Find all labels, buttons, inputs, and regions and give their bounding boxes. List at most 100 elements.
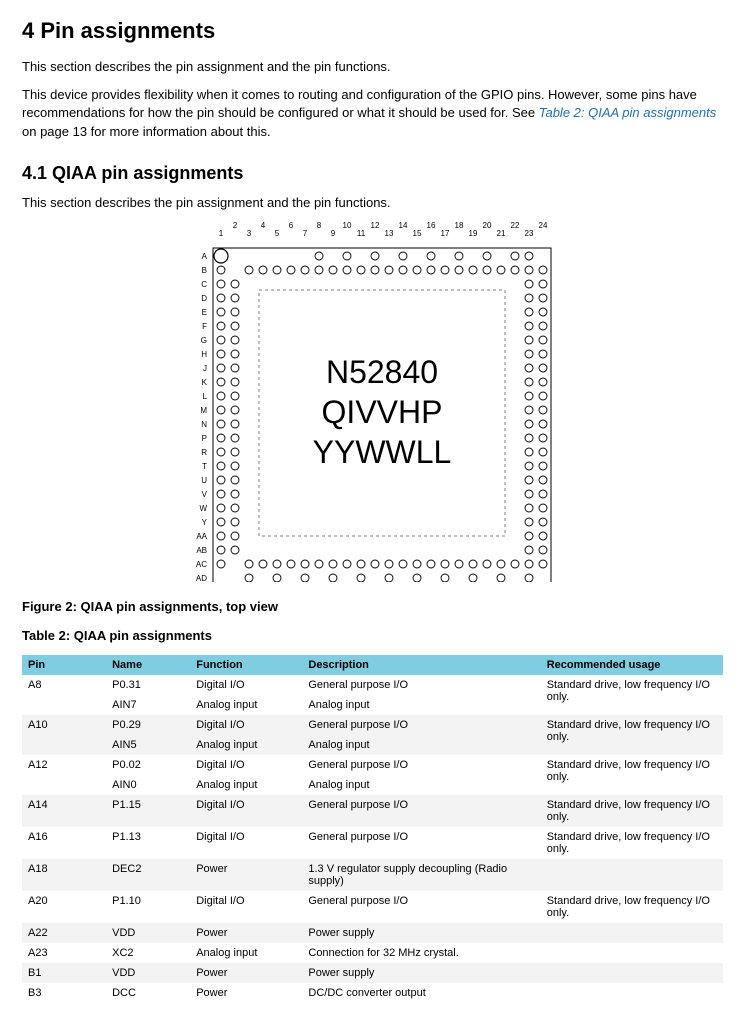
svg-text:N52840: N52840	[325, 354, 437, 390]
intro-paragraph-2: This device provides flexibility when it…	[22, 86, 723, 141]
svg-text:16: 16	[426, 222, 435, 230]
svg-text:V: V	[201, 490, 207, 499]
table-caption: Table 2: QIAA pin assignments	[22, 628, 723, 643]
table-cell: Power supply	[302, 963, 540, 983]
table-cell: Digital I/O	[190, 795, 302, 827]
table-cell: Analog input	[190, 735, 302, 755]
svg-text:10: 10	[342, 222, 351, 230]
svg-text:11: 11	[356, 229, 365, 238]
svg-text:L: L	[202, 392, 207, 401]
table-cell: A14	[22, 795, 106, 827]
svg-text:6: 6	[288, 222, 293, 230]
table-cell: Analog input	[302, 775, 540, 795]
table-cell	[541, 923, 723, 943]
table-cell: General purpose I/O	[302, 715, 540, 735]
svg-text:AB: AB	[196, 546, 207, 555]
svg-text:U: U	[201, 476, 207, 485]
table-cell: Digital I/O	[190, 675, 302, 695]
table-row: B1VDDPowerPower supply	[22, 963, 723, 983]
svg-text:12: 12	[370, 222, 379, 230]
svg-text:A: A	[201, 252, 207, 261]
table-cell: Standard drive, low frequency I/O only.	[541, 891, 723, 923]
table-cell: A23	[22, 943, 106, 963]
table-cell	[22, 735, 106, 755]
table-header-cell: Pin	[22, 655, 106, 675]
table-cell	[541, 943, 723, 963]
table-cell	[22, 695, 106, 715]
table-cell	[22, 775, 106, 795]
table-cell: Standard drive, low frequency I/O only.	[541, 675, 723, 715]
table-cell	[541, 963, 723, 983]
svg-text:22: 22	[510, 222, 519, 230]
table-row: A14P1.15Digital I/OGeneral purpose I/OSt…	[22, 795, 723, 827]
table-cell: Standard drive, low frequency I/O only.	[541, 795, 723, 827]
table-cell: B1	[22, 963, 106, 983]
table-cell: Standard drive, low frequency I/O only.	[541, 755, 723, 795]
table-cell: Standard drive, low frequency I/O only.	[541, 715, 723, 755]
table-cell: DEC2	[106, 859, 190, 891]
svg-text:20: 20	[482, 222, 491, 230]
table-cell	[541, 859, 723, 891]
chip-diagram: 123456789101112131415161718192021222324A…	[22, 222, 723, 585]
svg-text:1: 1	[218, 229, 223, 238]
table-cell: Connection for 32 MHz crystal.	[302, 943, 540, 963]
table-header-cell: Name	[106, 655, 190, 675]
table-cell: A18	[22, 859, 106, 891]
table-cell: Power	[190, 859, 302, 891]
svg-text:7: 7	[302, 229, 307, 238]
table-cell: AIN0	[106, 775, 190, 795]
table-row: A8P0.31Digital I/OGeneral purpose I/OSta…	[22, 675, 723, 695]
subsection-paragraph: This section describes the pin assignmen…	[22, 194, 723, 212]
svg-text:H: H	[201, 350, 207, 359]
table-cell: P1.15	[106, 795, 190, 827]
table-cell: Power supply	[302, 923, 540, 943]
table-cell: Digital I/O	[190, 827, 302, 859]
table-cell: Analog input	[190, 943, 302, 963]
svg-text:2: 2	[232, 222, 237, 230]
table2-link[interactable]: Table 2: QIAA pin assignments	[539, 105, 717, 120]
table-cell: Digital I/O	[190, 755, 302, 775]
svg-text:QIVVHP: QIVVHP	[321, 394, 442, 430]
table-cell: Digital I/O	[190, 715, 302, 735]
svg-text:J: J	[203, 364, 207, 373]
table-cell: B3	[22, 983, 106, 1003]
table-cell: DCC	[106, 983, 190, 1003]
table-cell: Analog input	[190, 695, 302, 715]
table-cell: P1.10	[106, 891, 190, 923]
table-cell: Power	[190, 983, 302, 1003]
table-header-cell: Recommended usage	[541, 655, 723, 675]
table-cell: Digital I/O	[190, 891, 302, 923]
table-row: A18DEC2Power1.3 V regulator supply decou…	[22, 859, 723, 891]
svg-text:E: E	[201, 308, 206, 317]
table-header-cell: Description	[302, 655, 540, 675]
svg-text:W: W	[199, 504, 207, 513]
table-header-cell: Function	[190, 655, 302, 675]
svg-text:14: 14	[398, 222, 407, 230]
table-cell: VDD	[106, 963, 190, 983]
svg-text:P: P	[201, 434, 206, 443]
intro-text-after-link: on page 13 for more information about th…	[22, 124, 271, 139]
svg-text:G: G	[200, 336, 206, 345]
table-row: A23XC2Analog inputConnection for 32 MHz …	[22, 943, 723, 963]
subsection-heading: 4.1 QIAA pin assignments	[22, 163, 723, 184]
svg-text:17: 17	[440, 229, 449, 238]
svg-text:9: 9	[330, 229, 335, 238]
table-cell: Power	[190, 923, 302, 943]
section-heading: 4 Pin assignments	[22, 18, 723, 44]
svg-text:19: 19	[468, 229, 477, 238]
table-cell: P0.29	[106, 715, 190, 735]
svg-text:AD: AD	[195, 574, 206, 582]
table-cell: XC2	[106, 943, 190, 963]
svg-text:Y: Y	[201, 518, 207, 527]
table-cell: A16	[22, 827, 106, 859]
svg-text:3: 3	[246, 229, 251, 238]
svg-text:F: F	[202, 322, 207, 331]
table-cell: Power	[190, 963, 302, 983]
svg-text:AC: AC	[195, 560, 206, 569]
svg-text:B: B	[201, 266, 206, 275]
table-cell: DC/DC converter output	[302, 983, 540, 1003]
svg-text:21: 21	[496, 229, 505, 238]
svg-text:D: D	[201, 294, 207, 303]
table-cell: P0.31	[106, 675, 190, 695]
table-cell: AIN7	[106, 695, 190, 715]
